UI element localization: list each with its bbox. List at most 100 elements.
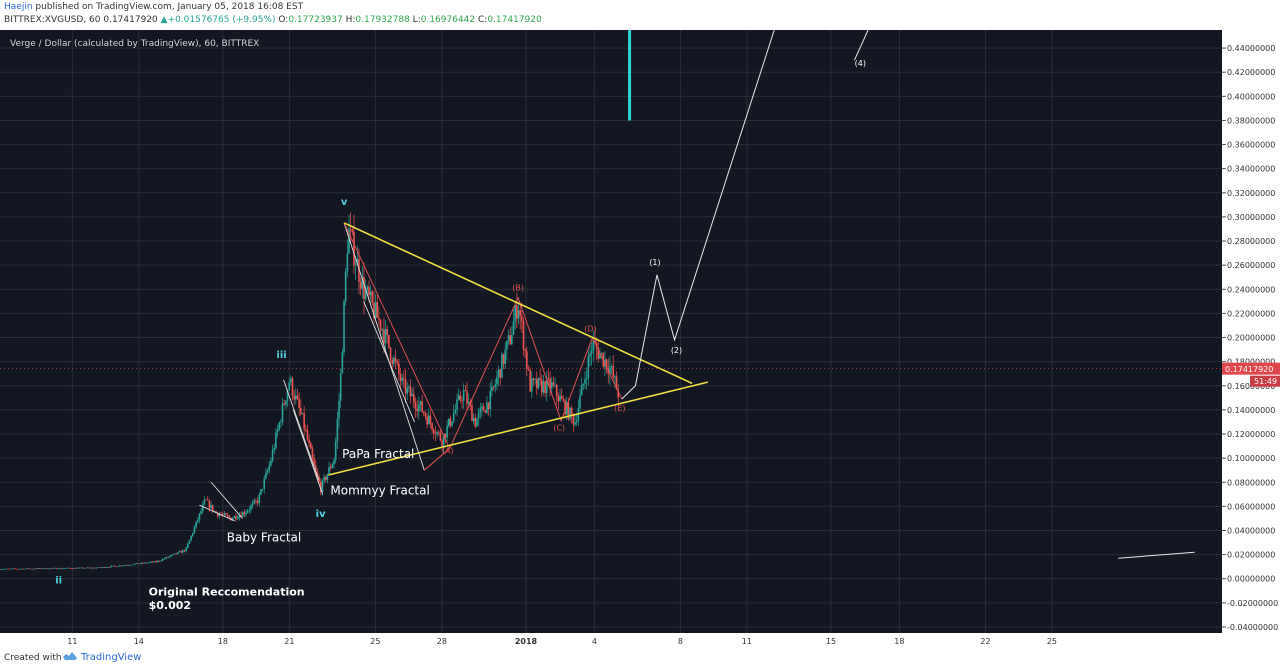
- candle-body: [349, 228, 352, 230]
- candle-body: [587, 356, 590, 379]
- candle-body: [492, 386, 495, 388]
- x-tick-label: 18: [218, 637, 228, 646]
- candle-body: [306, 430, 309, 440]
- candle-body: [162, 558, 164, 561]
- candle-body: [426, 416, 428, 425]
- y-tick-label: 0.44000000: [1227, 44, 1275, 53]
- publish-info: published on TradingView.com, January 05…: [32, 2, 304, 12]
- candle-body: [7, 568, 10, 570]
- candle-body: [275, 432, 277, 449]
- candle-body: [567, 402, 570, 419]
- candle-body: [516, 305, 518, 319]
- open-label: O:: [275, 15, 289, 25]
- candle-body: [507, 335, 510, 341]
- candle-body: [180, 551, 182, 553]
- x-tick-label: 28: [437, 637, 447, 646]
- candle-body: [270, 460, 272, 466]
- candle-body: [215, 511, 217, 513]
- candle-body: [594, 340, 596, 343]
- candle-body: [188, 540, 191, 544]
- candle-body: [160, 560, 163, 562]
- tradingview-logo[interactable]: TradingView: [62, 651, 141, 663]
- low-label: L:: [409, 15, 421, 25]
- candle-body: [280, 422, 282, 423]
- cyan-marker-bar: [628, 30, 632, 121]
- candle-body: [2, 569, 5, 570]
- candle-body: [265, 472, 267, 479]
- candle-body: [363, 276, 365, 299]
- candle-body: [494, 384, 497, 388]
- candle-body: [62, 568, 64, 570]
- wave-label: ii: [55, 576, 62, 587]
- candle-body: [497, 369, 500, 378]
- candle-body: [83, 568, 86, 569]
- candle-body: [526, 351, 528, 369]
- candle-body: [263, 478, 266, 489]
- high-label: H:: [342, 15, 356, 25]
- candle-body: [579, 395, 581, 409]
- candle-body: [150, 561, 153, 563]
- candle-body: [27, 568, 30, 569]
- candle-body: [308, 439, 310, 444]
- candle-body: [75, 567, 78, 569]
- candle-body: [203, 499, 206, 505]
- y-tick-label: 0.22000000: [1227, 309, 1275, 318]
- author-link[interactable]: Haejin: [4, 2, 33, 12]
- candle-body: [351, 229, 354, 232]
- y-tick-label: 0.10000000: [1227, 454, 1275, 463]
- candle-body: [198, 513, 201, 520]
- candle-body: [152, 561, 154, 563]
- candle-body: [168, 556, 171, 558]
- candle-body: [356, 258, 359, 265]
- candle-body: [47, 568, 49, 570]
- candle-body: [113, 565, 116, 567]
- candle-body: [378, 317, 380, 320]
- candle-body: [178, 551, 181, 553]
- candle-body: [55, 568, 58, 569]
- candle-body: [240, 515, 242, 517]
- candle-body: [464, 390, 467, 392]
- annotation-note: $0.002: [149, 599, 191, 612]
- candle-body: [531, 378, 533, 392]
- candle-body: [574, 422, 576, 425]
- candle-body: [540, 379, 543, 393]
- candle-body: [255, 500, 257, 502]
- candle-body: [20, 568, 23, 570]
- candle-body: [536, 379, 538, 389]
- candle-body: [384, 329, 387, 344]
- candle-body: [580, 384, 583, 396]
- countdown-label: 51:49: [1254, 377, 1277, 386]
- candle-body: [298, 399, 300, 409]
- candle-body: [321, 480, 324, 492]
- candle-body: [559, 395, 561, 402]
- chart-area[interactable]: ii iii v iv (A) (B) (C) (D) (E) (1) (2) (4) Baby Fra…: [0, 30, 1280, 646]
- candle-body: [449, 418, 452, 426]
- brand-name: TradingView: [81, 652, 142, 663]
- y-tick-label: -0.02000000: [1227, 599, 1278, 608]
- candle-body: [341, 352, 344, 374]
- y-tick-label: 0.20000000: [1227, 334, 1275, 343]
- price-change: +0.01576765 (+9.95%): [167, 15, 276, 25]
- projection-path-4: [853, 30, 869, 61]
- cloud-icon: [63, 652, 77, 660]
- candle-body: [427, 415, 430, 425]
- candle-body: [403, 377, 405, 379]
- y-tick-label: 0.08000000: [1227, 478, 1275, 487]
- candle-body: [25, 568, 28, 569]
- candle-body: [143, 562, 146, 564]
- candle-body: [511, 334, 513, 345]
- horizon-line: [1118, 551, 1195, 559]
- abcde-label: (B): [512, 283, 524, 292]
- candle-body: [452, 413, 455, 422]
- candle-body: [421, 401, 423, 412]
- candle-body: [599, 353, 601, 359]
- candle-body: [88, 567, 91, 569]
- candle-body: [592, 340, 595, 351]
- candle-body: [293, 395, 295, 400]
- candle-body: [135, 563, 138, 564]
- candle-body: [236, 517, 239, 519]
- candle-body: [165, 557, 167, 559]
- candle-body: [589, 353, 591, 357]
- candle-body: [564, 400, 566, 415]
